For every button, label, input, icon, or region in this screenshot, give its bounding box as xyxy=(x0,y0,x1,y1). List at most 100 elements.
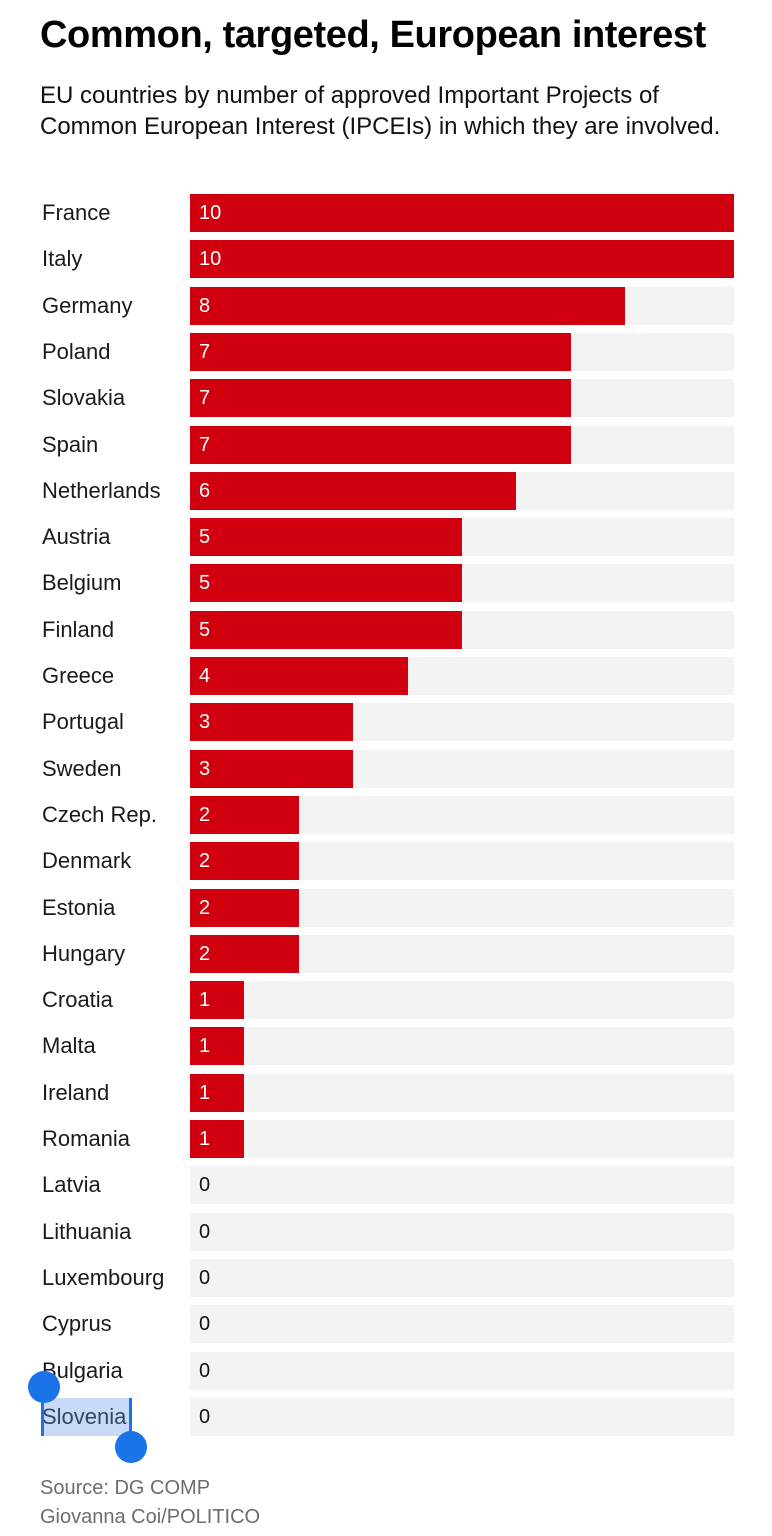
bar-row: Germany 8 xyxy=(0,286,772,326)
value-label: 7 xyxy=(199,340,211,363)
bar-row: Hungary 2 xyxy=(0,934,772,974)
value-label: 10 xyxy=(199,202,222,224)
category-label: Slovenia xyxy=(42,1403,127,1429)
bar xyxy=(190,842,299,881)
bar xyxy=(190,564,462,603)
chart-title: Common, targeted, European interest xyxy=(40,14,706,56)
value-label: 8 xyxy=(199,294,211,317)
category-label: Slovakia xyxy=(42,385,126,411)
bar-row: Spain 7 xyxy=(0,425,772,465)
category-label: Latvia xyxy=(42,1172,101,1198)
bar xyxy=(190,703,354,742)
value-label: 3 xyxy=(199,757,211,780)
value-label: 7 xyxy=(199,387,211,410)
value-label: 5 xyxy=(199,572,211,595)
bar-row: Finland 5 xyxy=(0,610,772,650)
bar xyxy=(190,1073,245,1112)
bar xyxy=(190,1120,245,1158)
bar xyxy=(190,1027,245,1066)
bar xyxy=(190,286,626,325)
bar-row: Luxembourg 0 xyxy=(0,1258,772,1298)
bar-row: Slovenia 0 xyxy=(0,1397,772,1437)
bar-row: Malta 1 xyxy=(0,1026,772,1066)
value-label: 1 xyxy=(199,989,211,1012)
bar xyxy=(190,610,462,649)
bar-row: Greece 4 xyxy=(0,656,772,696)
category-label: Denmark xyxy=(42,848,132,874)
category-label: Ireland xyxy=(42,1079,110,1105)
bar-track xyxy=(190,1305,734,1344)
value-label: 0 xyxy=(199,1266,211,1289)
selection-start-handle[interactable] xyxy=(28,1371,60,1403)
value-label: 4 xyxy=(199,665,211,687)
bar-row: Croatia 1 xyxy=(0,980,772,1020)
selection-end-handle[interactable] xyxy=(115,1431,147,1463)
bar xyxy=(190,379,571,418)
value-label: 2 xyxy=(199,942,211,965)
value-label: 1 xyxy=(199,1035,211,1058)
value-label: 0 xyxy=(199,1359,211,1382)
category-label: Lithuania xyxy=(42,1218,132,1244)
bar-row: Belgium 5 xyxy=(0,563,772,603)
bar xyxy=(190,934,299,973)
selection-end-edge xyxy=(129,1398,132,1436)
value-label: 0 xyxy=(199,1405,211,1428)
category-label: Romania xyxy=(42,1126,131,1151)
credit-line: Giovanna Coi/POLITICO xyxy=(40,1506,261,1528)
bar-row: Poland 7 xyxy=(0,332,772,372)
category-label: Luxembourg xyxy=(42,1264,165,1290)
bar-track xyxy=(190,1073,734,1112)
value-label: 0 xyxy=(199,1313,211,1336)
bar-row: France 10 xyxy=(0,193,772,233)
bar-row: Austria 5 xyxy=(0,517,772,557)
category-label: Cyprus xyxy=(42,1311,112,1337)
bar-track xyxy=(190,1397,734,1436)
value-label: 2 xyxy=(199,803,211,826)
bar-row: Ireland 1 xyxy=(0,1073,772,1113)
bar-track xyxy=(190,981,734,1020)
bar xyxy=(190,981,245,1020)
bar-row: Denmark 2 xyxy=(0,841,772,881)
bar-track xyxy=(190,1166,734,1205)
category-label: France xyxy=(42,200,111,225)
category-label: Czech Rep. xyxy=(42,801,157,827)
category-label: Croatia xyxy=(42,987,113,1013)
source-note: Source: DG COMP Giovanna Coi/POLITICO xyxy=(40,1474,260,1532)
bar-row: Slovakia 7 xyxy=(0,378,772,418)
bar-row: Cyprus 0 xyxy=(0,1304,772,1344)
bar xyxy=(190,194,734,232)
bar xyxy=(190,749,354,788)
bar xyxy=(190,332,571,371)
value-label: 1 xyxy=(199,1081,211,1104)
bar-row: Latvia 0 xyxy=(0,1165,772,1205)
value-label: 7 xyxy=(199,433,211,456)
category-label: Portugal xyxy=(42,709,124,735)
bar xyxy=(190,425,571,464)
bar-track xyxy=(190,1120,734,1158)
selection-start-edge xyxy=(41,1398,44,1436)
bar-row: Estonia 2 xyxy=(0,888,772,928)
bar-row: Romania 1 xyxy=(0,1119,772,1159)
bar xyxy=(190,795,299,834)
text-selection-highlight xyxy=(42,1398,131,1436)
category-label: Hungary xyxy=(42,940,126,966)
category-label: Greece xyxy=(42,663,115,688)
bar xyxy=(190,471,517,510)
value-label: 6 xyxy=(199,479,211,502)
bar xyxy=(190,240,734,279)
bar-row: Lithuania 0 xyxy=(0,1212,772,1252)
bar-row: Netherlands 6 xyxy=(0,471,772,511)
bar-track xyxy=(190,1258,734,1297)
category-label: Austria xyxy=(42,524,111,550)
bar-row: Portugal 3 xyxy=(0,702,772,742)
value-label: 1 xyxy=(199,1128,211,1150)
bar-row: Italy 10 xyxy=(0,239,772,279)
value-label: 5 xyxy=(199,526,211,549)
category-label: Poland xyxy=(42,338,111,364)
category-label: Finland xyxy=(42,616,115,642)
bar xyxy=(190,657,408,695)
bar xyxy=(190,518,462,557)
bar-track xyxy=(190,1212,734,1251)
category-label: Belgium xyxy=(42,570,122,596)
